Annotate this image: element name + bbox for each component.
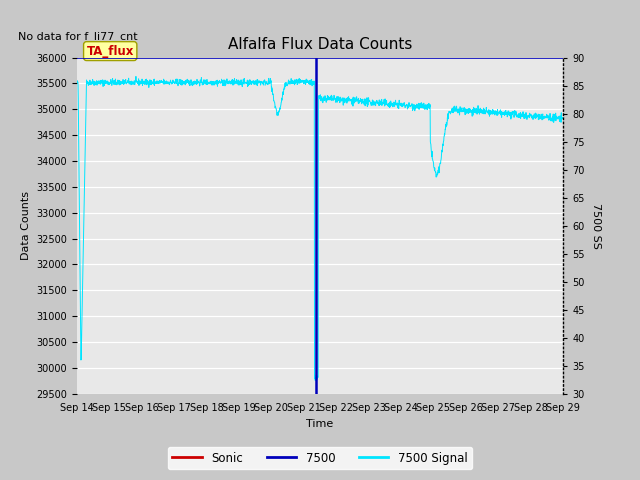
Y-axis label: Data Counts: Data Counts (20, 191, 31, 260)
Legend: Sonic, 7500, 7500 Signal: Sonic, 7500, 7500 Signal (168, 447, 472, 469)
X-axis label: Time: Time (307, 419, 333, 429)
Text: TA_flux: TA_flux (86, 45, 134, 58)
Text: No data for f_li77_cnt: No data for f_li77_cnt (19, 31, 138, 42)
Title: Alfalfa Flux Data Counts: Alfalfa Flux Data Counts (228, 37, 412, 52)
Y-axis label: 7500 SS: 7500 SS (591, 203, 602, 249)
